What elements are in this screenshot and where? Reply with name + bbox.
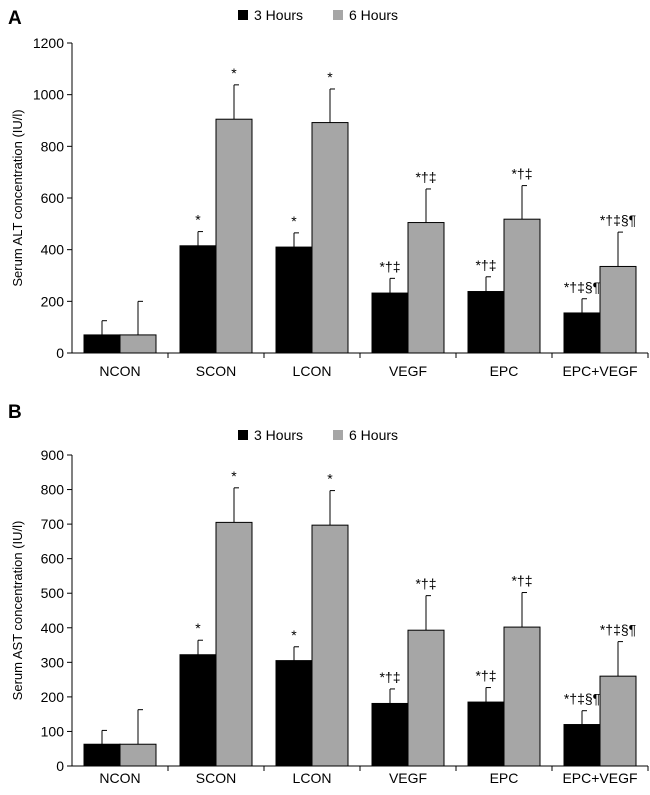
y-tick-label: 100 <box>41 723 65 739</box>
y-tick-label: 900 <box>41 447 65 463</box>
bar-3-hours <box>468 292 504 353</box>
significance-label: * <box>231 468 237 484</box>
y-tick-label: 500 <box>41 585 65 601</box>
x-tick-label: EPC <box>490 363 519 379</box>
x-tick-label: NCON <box>99 363 140 379</box>
bar-3-hours <box>564 725 600 766</box>
x-tick-label: EPC+VEGF <box>562 770 637 786</box>
legend-label: 3 Hours <box>254 7 303 23</box>
bar-6-hours <box>216 522 252 766</box>
y-axis-label: Serum AST concentration (IU/l) <box>10 521 25 701</box>
x-tick-label: SCON <box>196 770 236 786</box>
legend-label: 6 Hours <box>349 7 398 23</box>
bar-6-hours <box>312 123 348 353</box>
bar-6-hours <box>120 744 156 766</box>
y-tick-label: 700 <box>41 516 65 532</box>
legend-swatch <box>333 430 343 440</box>
significance-label: *†‡§¶ <box>564 279 600 295</box>
bar-3-hours <box>276 661 312 766</box>
y-tick-label: 400 <box>41 620 65 636</box>
panel-label: B <box>8 402 22 423</box>
y-tick-label: 600 <box>41 190 65 206</box>
significance-label: *†‡ <box>475 668 496 684</box>
bar-6-hours <box>408 630 444 766</box>
significance-label: *†‡§¶ <box>564 691 600 707</box>
bar-6-hours <box>120 335 156 353</box>
significance-label: *†‡ <box>511 166 532 182</box>
y-tick-label: 0 <box>56 345 64 361</box>
x-tick-label: LCON <box>293 770 332 786</box>
significance-label: *†‡ <box>475 257 496 273</box>
significance-label: * <box>291 627 297 643</box>
legend-label: 6 Hours <box>349 427 398 443</box>
bar-3-hours <box>180 655 216 766</box>
bar-6-hours <box>504 627 540 766</box>
bar-3-hours <box>564 313 600 353</box>
significance-label: * <box>231 65 237 81</box>
bar-3-hours <box>372 703 408 766</box>
legend-swatch <box>238 430 248 440</box>
significance-label: * <box>327 69 333 85</box>
x-tick-label: EPC <box>490 770 519 786</box>
significance-label: * <box>291 213 297 229</box>
y-tick-label: 1000 <box>33 87 64 103</box>
bar-6-hours <box>312 525 348 766</box>
bar-3-hours <box>84 744 120 766</box>
significance-label: *†‡ <box>379 258 400 274</box>
legend-swatch <box>333 10 343 20</box>
y-tick-label: 200 <box>41 689 65 705</box>
significance-label: * <box>195 212 201 228</box>
bar-6-hours <box>216 119 252 353</box>
y-axis-label: Serum ALT concentration (IU/l) <box>10 109 25 286</box>
significance-label: *†‡§¶ <box>600 212 636 228</box>
bar-6-hours <box>408 223 444 353</box>
y-tick-label: 300 <box>41 654 65 670</box>
y-tick-label: 800 <box>41 482 65 498</box>
x-tick-label: VEGF <box>389 770 427 786</box>
significance-label: *†‡ <box>511 573 532 589</box>
bar-3-hours <box>276 247 312 353</box>
significance-label: *†‡ <box>415 576 436 592</box>
bar-6-hours <box>600 676 636 766</box>
significance-label: * <box>195 620 201 636</box>
x-tick-label: EPC+VEGF <box>562 363 637 379</box>
x-tick-label: LCON <box>293 363 332 379</box>
y-tick-label: 200 <box>41 293 65 309</box>
chart-panel-a: A 3 Hours 6 Hours Serum ALT concentration (… <box>8 7 648 379</box>
bar-6-hours <box>600 266 636 353</box>
significance-label: * <box>327 471 333 487</box>
bar-3-hours <box>84 335 120 353</box>
y-tick-label: 0 <box>56 758 64 774</box>
bar-3-hours <box>468 702 504 766</box>
y-tick-label: 600 <box>41 551 65 567</box>
y-tick-label: 1200 <box>33 35 64 51</box>
significance-label: *†‡ <box>415 169 436 185</box>
y-tick-label: 400 <box>41 242 65 258</box>
legend-swatch <box>238 10 248 20</box>
significance-label: *†‡ <box>379 669 400 685</box>
y-tick-label: 800 <box>41 138 65 154</box>
bar-6-hours <box>504 219 540 353</box>
panel-label: A <box>8 8 22 29</box>
significance-label: *†‡§¶ <box>600 622 636 638</box>
chart-panel-b: B 3 Hours 6 Hours Serum AST concentration (… <box>8 402 648 786</box>
x-tick-label: NCON <box>99 770 140 786</box>
x-tick-label: VEGF <box>389 363 427 379</box>
bar-3-hours <box>372 293 408 353</box>
legend-label: 3 Hours <box>254 427 303 443</box>
bar-3-hours <box>180 246 216 353</box>
x-tick-label: SCON <box>196 363 236 379</box>
